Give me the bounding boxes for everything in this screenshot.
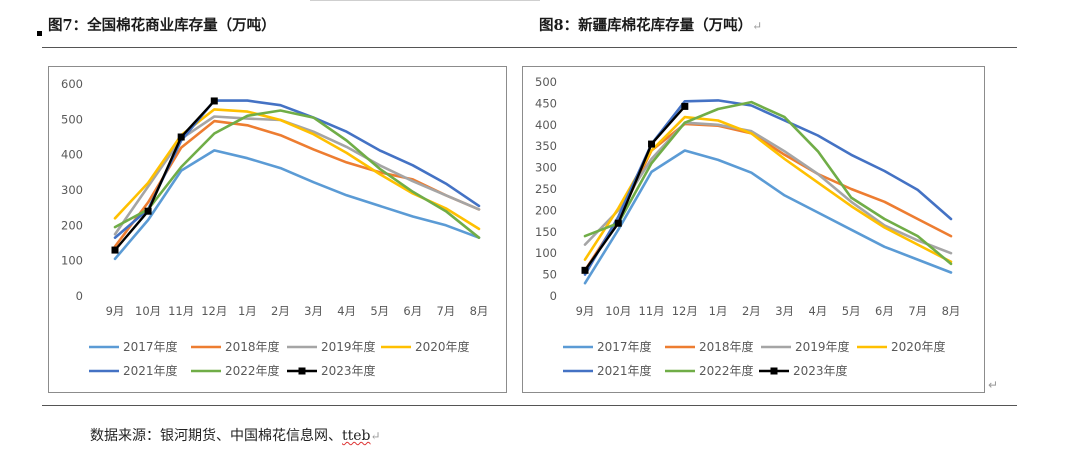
series-point-2023年度	[648, 140, 656, 148]
x-tick-label: 3月	[304, 304, 323, 318]
x-tick-label: 11月	[168, 304, 194, 318]
y-tick-label: 500	[61, 112, 83, 126]
right-chart-caption-text: 图8：新疆库棉花库存量（万吨）	[539, 17, 753, 34]
legend-label: 2019年度	[795, 339, 850, 354]
x-tick-label: 6月	[403, 304, 422, 318]
legend-label: 2021年度	[597, 363, 652, 378]
right-chart-svg: 0 50 100 150 200 250 300 350 400 450 500 9月 10月 11月 12…	[535, 75, 961, 378]
series-point-2023年度	[177, 133, 185, 141]
series-point-2023年度	[210, 97, 218, 105]
series-point-2023年度	[111, 246, 119, 254]
legend-label: 2021年度	[123, 363, 178, 378]
x-tick-label: 9月	[576, 304, 595, 318]
y-tick-label: 350	[535, 139, 557, 153]
legend-marker	[298, 367, 306, 375]
x-tick-label: 5月	[370, 304, 389, 318]
y-tick-label: 0	[550, 289, 557, 303]
series-line-2017年度	[113, 149, 481, 261]
y-tick-label: 300	[61, 183, 83, 197]
y-tick-label: 600	[61, 77, 83, 91]
return-mark-icon: ↵	[752, 19, 763, 33]
legend-label: 2023年度	[321, 363, 376, 378]
legend-label: 2017年度	[123, 339, 178, 354]
legend-marker	[770, 367, 778, 375]
x-tick-label: 12月	[201, 304, 227, 318]
legend-label: 2018年度	[225, 339, 280, 354]
y-tick-label: 100	[61, 254, 83, 268]
x-tick-label: 6月	[875, 304, 894, 318]
y-tick-label: 400	[535, 118, 557, 132]
series-line-2021年度	[583, 99, 953, 276]
return-mark-icon: ↵	[988, 378, 999, 392]
x-tick-label: 7月	[908, 304, 927, 318]
bottom-rule	[42, 405, 1017, 406]
y-tick-label: 50	[542, 268, 557, 282]
x-tick-label: 7月	[436, 304, 455, 318]
data-source-line: 数据来源：银河期货、中国棉花信息网、tteb↵	[90, 425, 381, 445]
x-tick-label: 10月	[605, 304, 631, 318]
legend-label: 2023年度	[793, 363, 848, 378]
x-tick-label: 3月	[775, 304, 794, 318]
x-tick-label: 11月	[638, 304, 664, 318]
x-tick-label: 2月	[742, 304, 761, 318]
series-line-2022年度	[583, 100, 953, 266]
series-point-2023年度	[681, 102, 689, 110]
series-line-2022年度	[113, 109, 481, 239]
legend-label: 2017年度	[597, 339, 652, 354]
top-rule	[42, 47, 1017, 48]
y-tick-label: 0	[76, 289, 83, 303]
y-tick-label: 150	[535, 225, 557, 239]
top-divider	[310, 0, 540, 1]
right-chart-panel: 0 50 100 150 200 250 300 350 400 450 500 9月 10月 11月 12…	[522, 66, 985, 393]
legend-label: 2020年度	[891, 339, 946, 354]
x-tick-label: 1月	[709, 304, 728, 318]
series-line-2019年度	[583, 121, 953, 255]
series-line-2017年度	[583, 149, 953, 285]
x-tick-label: 2月	[271, 304, 290, 318]
left-chart-panel: 0 100 200 300 400 500 600 9月 10月 11月 12月 1月 2月 3月 4月 5月…	[48, 66, 507, 393]
x-tick-label: 5月	[842, 304, 861, 318]
y-tick-label: 300	[535, 161, 557, 175]
x-tick-label: 4月	[808, 304, 827, 318]
y-tick-label: 450	[535, 96, 557, 110]
legend-label: 2020年度	[415, 339, 470, 354]
x-tick-label: 10月	[135, 304, 161, 318]
data-source-tteb: tteb	[342, 428, 371, 444]
legend-label: 2018年度	[699, 339, 754, 354]
series-point-2023年度	[581, 266, 589, 274]
x-tick-label: 4月	[337, 304, 356, 318]
y-tick-label: 500	[535, 75, 557, 89]
y-tick-label: 250	[535, 182, 557, 196]
x-tick-label: 1月	[238, 304, 257, 318]
right-chart-caption: 图8：新疆库棉花库存量（万吨）↵	[539, 14, 762, 35]
y-tick-label: 400	[61, 148, 83, 162]
series-point-2023年度	[614, 219, 622, 227]
left-chart-caption: 图7：全国棉花商业库存量（万吨）	[48, 17, 276, 34]
series-line-2023年度	[113, 99, 216, 252]
x-tick-label: 8月	[470, 304, 489, 318]
return-mark-icon: ↵	[370, 429, 381, 443]
legend-label: 2019年度	[321, 339, 376, 354]
x-tick-label: 8月	[942, 304, 961, 318]
x-tick-label: 9月	[106, 304, 125, 318]
x-tick-label: 12月	[672, 304, 698, 318]
legend-label: 2022年度	[699, 363, 754, 378]
legend-label: 2022年度	[225, 363, 280, 378]
y-tick-label: 100	[535, 246, 557, 260]
list-bullet-icon	[37, 31, 42, 36]
y-tick-label: 200	[535, 203, 557, 217]
y-tick-label: 200	[61, 218, 83, 232]
series-line-2018年度	[113, 119, 481, 248]
series-line-2020年度	[583, 115, 953, 264]
series-point-2023年度	[144, 207, 152, 215]
series-line-2023年度	[583, 105, 686, 272]
left-chart-svg: 0 100 200 300 400 500 600 9月 10月 11月 12月 1月 2月 3月 4月 5月…	[61, 77, 489, 378]
data-source-text: 数据来源：银河期货、中国棉花信息网、	[90, 428, 342, 444]
